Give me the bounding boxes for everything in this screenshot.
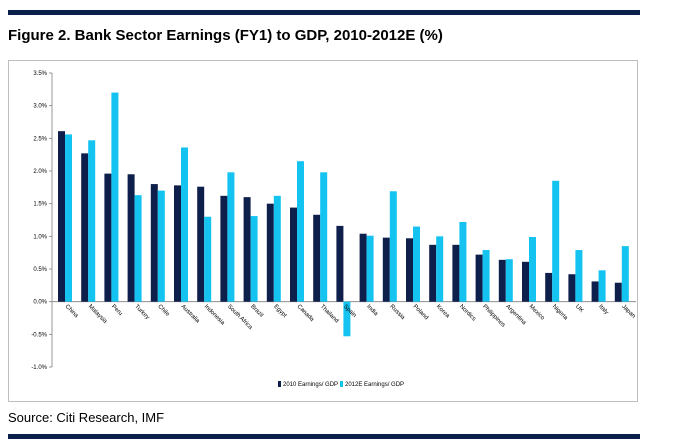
- bar-2012e: [621, 246, 629, 302]
- bar-2010: [614, 282, 622, 302]
- category-label: Indonesia: [203, 304, 226, 327]
- bar-2010: [429, 244, 437, 302]
- top-rule: [8, 10, 640, 15]
- bar-2010: [197, 186, 205, 302]
- y-tick-label: 1.5%: [33, 202, 47, 208]
- bar-2010: [522, 261, 529, 302]
- bar-2010: [150, 184, 158, 302]
- bar-2010: [290, 207, 297, 302]
- y-tick-label: 1.0%: [33, 234, 47, 240]
- bar-2012e: [482, 250, 490, 302]
- bar-2012e: [552, 180, 560, 302]
- bar-2012e: [65, 134, 72, 302]
- bar-2012e: [204, 216, 212, 302]
- bar-2012e: [157, 190, 165, 302]
- bar-2012e: [227, 172, 235, 302]
- category-label: UK: [574, 304, 584, 314]
- bar-2010: [545, 272, 553, 302]
- category-label: Japan: [620, 304, 636, 320]
- bar-2012e: [366, 235, 374, 302]
- legend-swatch: [278, 381, 281, 387]
- bar-2012e: [250, 216, 258, 302]
- source-note: Source: Citi Research, IMF: [8, 410, 165, 425]
- bar-2012e: [343, 301, 351, 337]
- bar-2010: [127, 174, 135, 302]
- category-label: Nordics: [458, 304, 477, 323]
- bar-2010: [104, 173, 112, 302]
- category-label: Argentina: [504, 304, 527, 327]
- bar-2012e: [111, 92, 119, 302]
- category-label: Thailand: [319, 304, 340, 325]
- bar-2010: [382, 237, 390, 302]
- y-tick-label: -1.0%: [31, 365, 47, 371]
- bar-2010: [498, 259, 506, 302]
- y-tick-label: 2.0%: [33, 169, 47, 175]
- bar-2012e: [297, 161, 304, 302]
- bar-2010: [81, 153, 89, 302]
- bar-2012e: [436, 236, 444, 302]
- category-label: Brazil: [249, 304, 264, 319]
- chart-frame: [8, 60, 638, 402]
- y-tick-label: 0.5%: [33, 267, 47, 273]
- category-label: Canada: [296, 304, 316, 324]
- bar-2012e: [273, 195, 281, 302]
- category-label: Turkey: [133, 304, 150, 321]
- bar-2012e: [88, 140, 96, 302]
- bar-2012e: [575, 250, 583, 302]
- category-label: Italy: [597, 304, 609, 316]
- y-tick-label: 0.0%: [33, 300, 47, 306]
- category-label: China: [64, 304, 80, 320]
- y-tick-label: 2.5%: [33, 136, 47, 142]
- category-label: Peru: [110, 304, 123, 317]
- y-tick-label: 3.0%: [33, 104, 47, 110]
- category-label: Chile: [156, 304, 170, 318]
- bar-2010: [475, 254, 483, 302]
- bar-2010: [568, 274, 576, 302]
- bar-2010: [243, 197, 251, 302]
- bar-2010: [406, 238, 413, 302]
- bar-2010: [591, 281, 599, 302]
- bottom-rule: [8, 434, 640, 439]
- category-label: Mexico: [528, 304, 546, 322]
- bar-2012e: [598, 270, 606, 302]
- bar-2012e: [459, 221, 467, 302]
- bar-2012e: [320, 172, 328, 302]
- category-label: Korea: [435, 304, 451, 320]
- figure-title: Figure 2. Bank Sector Earnings (FY1) to …: [8, 27, 443, 44]
- legend-label: 2012E Earnings/ GDP: [345, 382, 404, 388]
- legend-swatch: [340, 381, 343, 387]
- category-label: Australia: [180, 304, 201, 325]
- bar-2012e: [413, 226, 420, 302]
- category-label: India: [365, 304, 379, 318]
- bar-2012e: [505, 259, 513, 302]
- legend-label: 2010 Earnings/ GDP: [283, 382, 338, 388]
- category-label: Philippines: [481, 304, 506, 329]
- bar-2010: [336, 225, 344, 302]
- bar-2010: [174, 185, 181, 302]
- bar-2010: [452, 244, 460, 302]
- bar-2012e: [389, 191, 397, 302]
- bar-2010: [266, 203, 274, 302]
- y-tick-label: -0.5%: [31, 332, 47, 338]
- bar-2010: [220, 195, 228, 302]
- bar-2010: [359, 233, 367, 302]
- bar-2012e: [134, 195, 142, 302]
- category-label: Poland: [412, 304, 429, 321]
- bar-2012e: [181, 147, 188, 302]
- bar-chart: 3.5% 3.0% 2.5% 2.0% 1.5% 1.0% 0.5% 0.0% -0.5% -1.…: [31, 71, 636, 388]
- category-label: Russia: [388, 304, 406, 322]
- y-tick-label: 3.5%: [33, 71, 47, 77]
- bar-2010: [313, 214, 321, 302]
- category-label: Malaysia: [87, 304, 108, 325]
- bar-2010: [58, 131, 65, 302]
- category-label: Nigeria: [551, 304, 569, 322]
- bar-2012e: [529, 236, 536, 302]
- category-label: Egypt: [272, 304, 287, 319]
